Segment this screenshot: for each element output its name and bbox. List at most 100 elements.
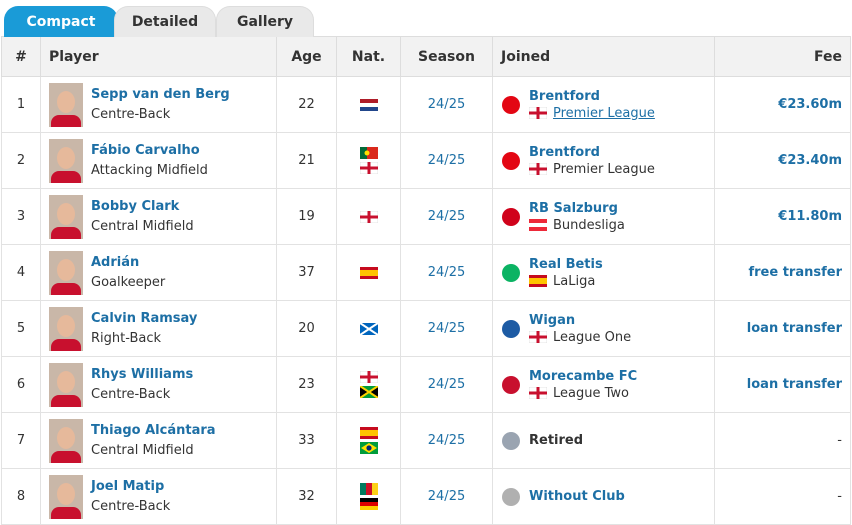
player-name[interactable]: Bobby Clark bbox=[91, 199, 180, 214]
player-name[interactable]: Adrián bbox=[91, 255, 140, 270]
tab[interactable]: Compact bbox=[4, 6, 118, 37]
tab[interactable]: Detailed bbox=[114, 6, 216, 37]
player-age: 23 bbox=[276, 356, 337, 413]
flag-icon bbox=[359, 498, 378, 510]
player-position: Centre-Back bbox=[91, 499, 171, 514]
club-name[interactable]: Brentford bbox=[529, 144, 600, 160]
column-header: Age bbox=[276, 36, 337, 77]
header-row: # Player Age Nat. Season Joined Fee bbox=[1, 36, 851, 77]
league-line: Bundesliga bbox=[529, 218, 625, 233]
joined-text: Wigan League One bbox=[529, 313, 631, 345]
nationality-cell bbox=[336, 468, 401, 525]
table-row: 5 Calvin Ramsay Right-Back 20 24/25 Wigan Leag… bbox=[1, 300, 851, 357]
player-cell: Sepp van den Berg Centre-Back bbox=[40, 76, 277, 133]
joined-block: Brentford Premier League bbox=[501, 89, 706, 121]
nationality-cell bbox=[336, 356, 401, 413]
player-position: Central Midfield bbox=[91, 219, 194, 234]
league-name[interactable]: LaLiga bbox=[553, 273, 596, 289]
player-photo bbox=[49, 194, 83, 239]
club-name[interactable]: Retired bbox=[529, 433, 584, 448]
league-name[interactable]: Premier League bbox=[553, 105, 655, 121]
flag-icon bbox=[359, 442, 378, 454]
joined-block: RB Salzburg Bundesliga bbox=[501, 201, 706, 233]
club-name[interactable]: Brentford bbox=[529, 88, 600, 104]
nationality-cell bbox=[336, 132, 401, 189]
table-row: 8 Joel Matip Centre-Back 32 24/25 Without Clu… bbox=[1, 468, 851, 525]
nationality-cell bbox=[336, 76, 401, 133]
joined-text: RB Salzburg Bundesliga bbox=[529, 201, 625, 233]
player-name[interactable]: Thiago Alcántara bbox=[91, 423, 216, 438]
row-number: 8 bbox=[1, 468, 41, 525]
table-row: 6 Rhys Williams Centre-Back 23 24/25 Morecamb… bbox=[1, 356, 851, 413]
player-age: 37 bbox=[276, 244, 337, 301]
player-name[interactable]: Calvin Ramsay bbox=[91, 311, 198, 326]
joined-text: Without Club bbox=[529, 489, 625, 504]
player-name[interactable]: Joel Matip bbox=[91, 479, 165, 494]
club-name[interactable]: Wigan bbox=[529, 312, 576, 328]
player-photo bbox=[49, 82, 83, 127]
league-name[interactable]: Bundesliga bbox=[553, 217, 625, 233]
joined-text: Brentford Premier League bbox=[529, 145, 655, 177]
flag-icon bbox=[359, 427, 378, 439]
joined-block: Real Betis LaLiga bbox=[501, 257, 706, 289]
transfer-fee: loan transfer bbox=[714, 356, 851, 413]
row-number: 1 bbox=[1, 76, 41, 133]
row-number: 7 bbox=[1, 412, 41, 469]
nationality-cell bbox=[336, 244, 401, 301]
joined-cell: Retired bbox=[492, 412, 715, 469]
league-name[interactable]: League One bbox=[553, 329, 632, 345]
player-photo bbox=[49, 362, 83, 407]
player-photo bbox=[49, 418, 83, 463]
player-block: Fábio Carvalho Attacking Midfield bbox=[49, 138, 268, 183]
flag-icon bbox=[529, 163, 547, 175]
player-block: Rhys Williams Centre-Back bbox=[49, 362, 268, 407]
transfer-fee: - bbox=[714, 412, 851, 469]
club-name[interactable]: Morecambe FC bbox=[529, 368, 638, 384]
season: 24/25 bbox=[400, 244, 493, 301]
club-logo bbox=[502, 95, 520, 114]
league-name[interactable]: Premier League bbox=[553, 161, 655, 177]
club-logo bbox=[502, 207, 520, 226]
flag-icon bbox=[529, 107, 547, 119]
club-name[interactable]: Without Club bbox=[529, 489, 625, 504]
column-header: # bbox=[1, 36, 41, 77]
tab[interactable]: Gallery bbox=[216, 6, 314, 37]
player-name[interactable]: Fábio Carvalho bbox=[91, 143, 200, 158]
player-block: Thiago Alcántara Central Midfield bbox=[49, 418, 268, 463]
player-text: Rhys Williams Centre-Back bbox=[91, 367, 193, 402]
flag-icon bbox=[359, 322, 378, 335]
transfer-fee: free transfer bbox=[714, 244, 851, 301]
joined-cell: Brentford Premier League bbox=[492, 132, 715, 189]
flag-icon bbox=[359, 386, 378, 398]
season: 24/25 bbox=[400, 468, 493, 525]
row-number: 5 bbox=[1, 300, 41, 357]
player-position: Goalkeeper bbox=[91, 275, 166, 290]
player-block: Bobby Clark Central Midfield bbox=[49, 194, 268, 239]
flag-icon bbox=[529, 331, 547, 343]
transfer-fee: - bbox=[714, 468, 851, 525]
club-name[interactable]: Real Betis bbox=[529, 256, 603, 272]
season: 24/25 bbox=[400, 300, 493, 357]
player-name[interactable]: Sepp van den Berg bbox=[91, 87, 230, 102]
season: 24/25 bbox=[400, 356, 493, 413]
league-name[interactable]: League Two bbox=[553, 385, 629, 401]
table-body: 1 Sepp van den Berg Centre-Back 22 24/25 Bren… bbox=[1, 76, 851, 525]
player-block: Sepp van den Berg Centre-Back bbox=[49, 82, 268, 127]
joined-cell: Wigan League One bbox=[492, 300, 715, 357]
joined-block: Brentford Premier League bbox=[501, 145, 706, 177]
club-name[interactable]: RB Salzburg bbox=[529, 200, 618, 216]
joined-block: Retired bbox=[501, 431, 706, 451]
player-position: Attacking Midfield bbox=[91, 163, 208, 178]
player-cell: Adrián Goalkeeper bbox=[40, 244, 277, 301]
column-header: Season bbox=[400, 36, 493, 77]
player-position: Centre-Back bbox=[91, 107, 171, 122]
player-photo bbox=[49, 306, 83, 351]
row-number: 2 bbox=[1, 132, 41, 189]
player-name[interactable]: Rhys Williams bbox=[91, 367, 194, 382]
player-text: Fábio Carvalho Attacking Midfield bbox=[91, 143, 208, 178]
player-position: Central Midfield bbox=[91, 443, 194, 458]
league-line: Premier League bbox=[529, 162, 655, 177]
player-text: Adrián Goalkeeper bbox=[91, 255, 165, 290]
table-row: 7 Thiago Alcántara Central Midfield 33 24/25… bbox=[1, 412, 851, 469]
player-cell: Joel Matip Centre-Back bbox=[40, 468, 277, 525]
